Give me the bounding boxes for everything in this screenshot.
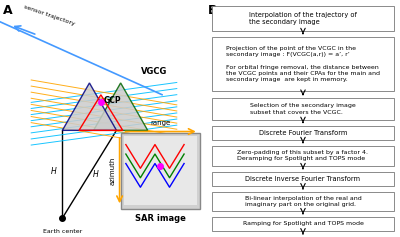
FancyBboxPatch shape <box>212 192 394 211</box>
Text: range: range <box>150 120 170 126</box>
FancyBboxPatch shape <box>212 172 394 186</box>
Text: Selection of the secondary image
subset that covers the VCGC.: Selection of the secondary image subset … <box>250 103 356 115</box>
FancyBboxPatch shape <box>212 217 394 231</box>
Text: Earth center: Earth center <box>43 229 82 234</box>
Text: Bi-linear interpolation of the real and
imaginary part on the original grid.: Bi-linear interpolation of the real and … <box>245 196 361 207</box>
Text: Interpolation of the trajectory of
the secondary image: Interpolation of the trajectory of the s… <box>249 12 357 25</box>
Text: Discrete Inverse Fourier Transform: Discrete Inverse Fourier Transform <box>246 176 360 182</box>
Text: Discrete Fourier Transform: Discrete Fourier Transform <box>259 130 347 136</box>
Text: SAR image: SAR image <box>135 214 186 223</box>
Text: Ramping for Spotlight and TOPS mode: Ramping for Spotlight and TOPS mode <box>242 221 364 227</box>
Text: sensor trajectory: sensor trajectory <box>23 4 75 27</box>
Text: Projection of the point of the VCGC in the
secondary image : F(VCGC(a,r)) = a’, : Projection of the point of the VCGC in t… <box>226 46 380 82</box>
FancyBboxPatch shape <box>212 98 394 120</box>
Bar <box>124 136 196 205</box>
FancyBboxPatch shape <box>212 146 394 166</box>
Polygon shape <box>94 83 148 130</box>
Text: B: B <box>208 4 218 17</box>
Polygon shape <box>62 83 116 130</box>
Text: VGCG: VGCG <box>142 67 168 76</box>
Text: H: H <box>93 170 98 179</box>
Bar <box>121 133 200 209</box>
Text: GCP: GCP <box>104 96 122 105</box>
FancyBboxPatch shape <box>212 37 394 91</box>
Text: A: A <box>3 4 13 17</box>
Text: H: H <box>51 167 57 176</box>
FancyBboxPatch shape <box>212 126 394 140</box>
FancyBboxPatch shape <box>212 6 394 31</box>
Text: azimuth: azimuth <box>109 156 115 185</box>
Text: Zero-padding of this subset by a factor 4.
Deramping for Spotlight and TOPS mode: Zero-padding of this subset by a factor … <box>238 150 368 161</box>
